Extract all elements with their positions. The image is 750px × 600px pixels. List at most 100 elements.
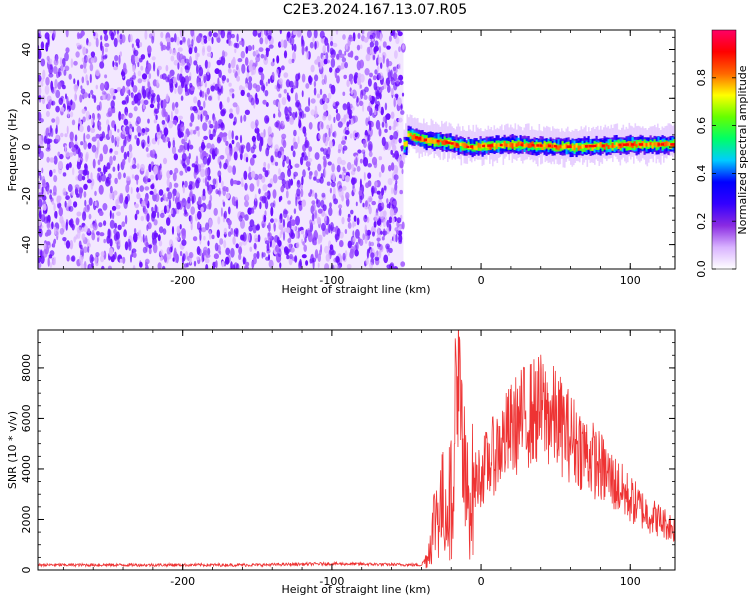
noise-blob	[202, 251, 207, 256]
noise-blob	[161, 107, 167, 118]
noise-blob	[390, 139, 395, 148]
noise-blob	[353, 235, 357, 242]
noise-blob	[342, 91, 346, 97]
noise-blob	[38, 86, 42, 96]
noise-blob	[356, 44, 361, 51]
noise-blob	[203, 135, 209, 140]
noise-blob	[73, 78, 76, 85]
noise-blob	[301, 152, 305, 158]
noise-blob	[308, 174, 312, 180]
noise-blob	[386, 198, 389, 204]
noise-blob	[65, 240, 71, 249]
noise-blob	[136, 125, 142, 134]
noise-blob	[179, 123, 185, 133]
noise-blob	[49, 158, 55, 163]
noise-blob	[79, 120, 83, 127]
noise-blob	[140, 215, 145, 222]
noise-blob	[64, 65, 70, 72]
noise-blob	[39, 150, 44, 160]
noise-blob	[129, 77, 134, 82]
noise-blob	[309, 79, 312, 86]
noise-blob	[217, 170, 222, 178]
noise-blob	[52, 30, 56, 39]
noise-blob	[273, 218, 278, 223]
noise-blob	[112, 95, 116, 100]
signal-band-cell	[639, 143, 642, 149]
noise-blob	[228, 206, 231, 215]
noise-blob	[301, 90, 304, 98]
noise-blob	[57, 81, 62, 90]
noise-blob	[252, 44, 255, 51]
noise-blob	[375, 30, 380, 39]
noise-blob	[80, 263, 85, 269]
noise-blob	[396, 217, 402, 224]
noise-blob	[147, 81, 151, 90]
noise-blob	[226, 78, 230, 83]
noise-blob	[249, 59, 254, 66]
noise-blob	[126, 175, 131, 181]
noise-blob	[333, 264, 338, 269]
noise-blob	[143, 99, 149, 105]
noise-blob	[290, 215, 293, 220]
noise-blob	[123, 151, 128, 160]
noise-blob	[249, 183, 255, 192]
noise-blob	[184, 133, 188, 141]
noise-blob	[109, 87, 115, 95]
noise-blob	[388, 216, 393, 224]
noise-blob	[308, 192, 312, 198]
noise-blob	[149, 174, 155, 180]
noise-blob	[311, 203, 316, 212]
noise-blob	[108, 248, 114, 257]
noise-blob	[327, 42, 330, 53]
noise-blob	[327, 114, 332, 121]
noise-blob	[83, 225, 88, 233]
noise-blob	[95, 133, 100, 139]
noise-blob	[158, 240, 163, 247]
noise-blob	[55, 89, 61, 99]
signal-band-cell	[653, 142, 656, 146]
noise-blob	[371, 200, 377, 206]
noise-blob	[131, 100, 135, 106]
signal-peak	[567, 145, 570, 148]
noise-blob	[220, 109, 226, 117]
noise-blob	[103, 238, 106, 244]
noise-blob	[73, 236, 76, 243]
noise-blob	[112, 60, 115, 68]
spectrogram-heatmap	[38, 30, 675, 269]
noise-blob	[47, 101, 51, 110]
noise-blob	[388, 165, 392, 172]
noise-blob	[217, 94, 220, 101]
noise-blob	[91, 232, 96, 241]
noise-blob	[133, 232, 138, 243]
noise-blob	[44, 85, 50, 95]
noise-blob	[140, 236, 143, 243]
noise-blob	[212, 128, 216, 137]
signal-band-cell	[443, 139, 446, 146]
noise-blob	[319, 249, 322, 256]
noise-blob	[295, 111, 298, 118]
y-tick-label: -20	[20, 187, 33, 205]
noise-blob	[314, 59, 319, 65]
noise-blob	[324, 263, 330, 269]
noise-blob	[298, 119, 302, 129]
noise-blob	[317, 208, 323, 214]
colorbar-label: Normalized spectral amplitude	[736, 65, 749, 234]
noise-blob	[376, 233, 382, 239]
noise-blob	[372, 75, 377, 81]
signal-band-cell	[517, 141, 520, 146]
noise-blob	[320, 172, 324, 179]
noise-blob	[163, 205, 167, 215]
noise-blob	[82, 116, 86, 123]
noise-blob	[179, 224, 182, 230]
noise-blob	[376, 190, 381, 195]
noise-blob	[180, 95, 184, 101]
noise-blob	[280, 39, 285, 48]
noise-blob	[306, 30, 312, 39]
noise-blob	[314, 152, 320, 160]
noise-blob	[196, 64, 199, 75]
noise-blob	[281, 97, 287, 106]
signal-band-cell	[411, 135, 414, 141]
noise-blob	[119, 258, 123, 263]
signal-band-cell	[575, 144, 578, 152]
noise-blob	[222, 201, 226, 207]
